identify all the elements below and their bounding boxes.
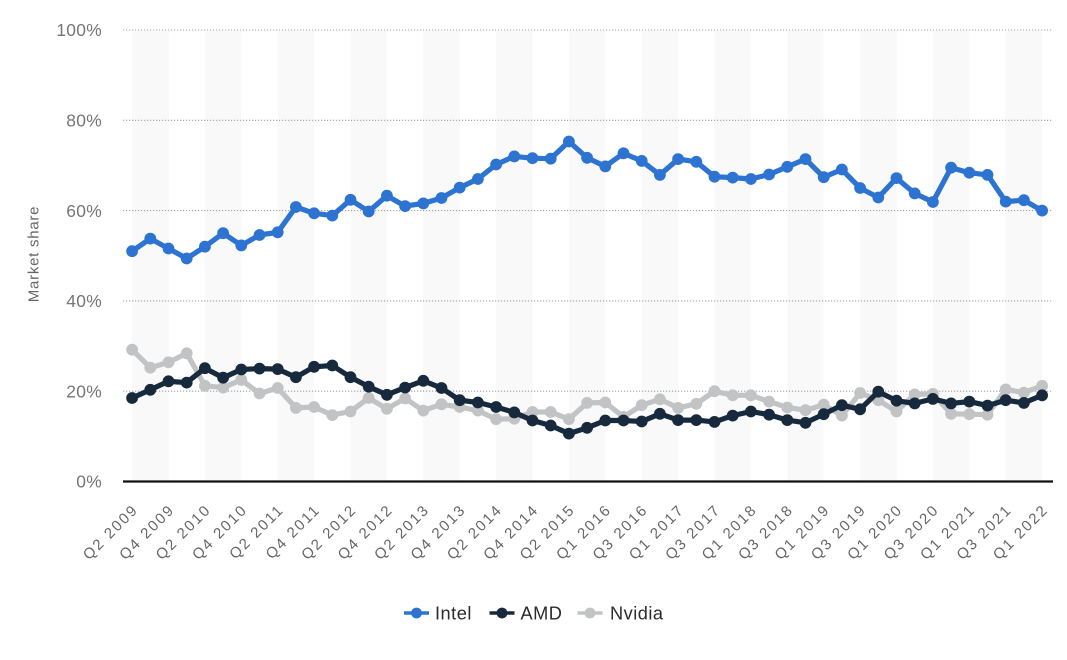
svg-text:0%: 0%	[76, 472, 102, 492]
svg-text:40%: 40%	[66, 291, 102, 311]
svg-text:Nvidia: Nvidia	[610, 604, 664, 624]
svg-text:Intel: Intel	[435, 604, 472, 624]
svg-text:Market share: Market share	[26, 206, 43, 303]
svg-text:80%: 80%	[66, 111, 102, 131]
svg-text:100%: 100%	[56, 20, 102, 40]
svg-text:20%: 20%	[66, 381, 102, 401]
svg-text:AMD: AMD	[521, 604, 563, 624]
svg-text:60%: 60%	[66, 201, 102, 221]
